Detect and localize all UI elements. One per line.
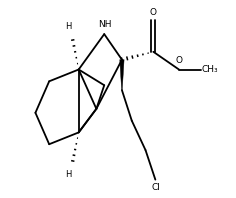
Text: H: H	[65, 170, 72, 179]
Text: CH₃: CH₃	[202, 65, 218, 74]
Polygon shape	[120, 60, 124, 90]
Text: O: O	[175, 56, 182, 65]
Text: NH: NH	[98, 20, 112, 29]
Text: O: O	[150, 8, 157, 17]
Text: Cl: Cl	[152, 183, 161, 191]
Text: H: H	[65, 22, 72, 30]
